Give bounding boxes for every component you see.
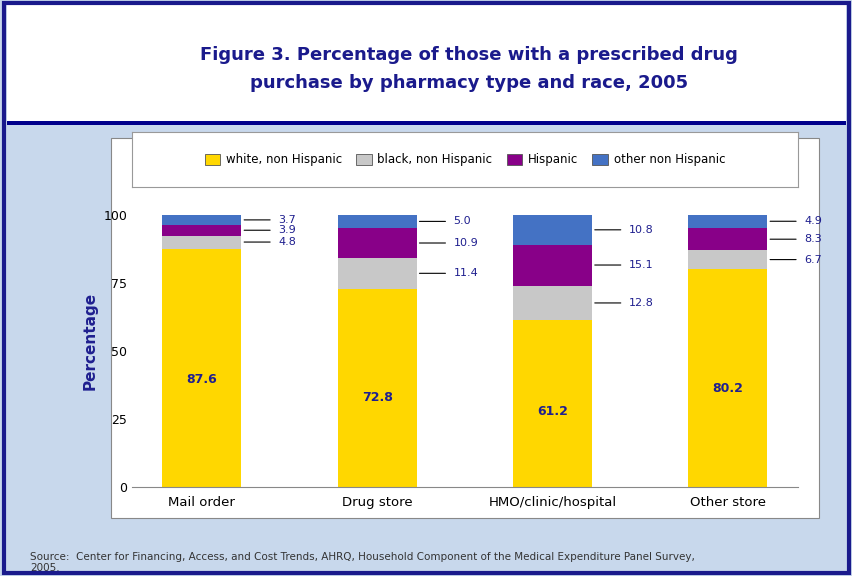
Text: 80.2: 80.2	[711, 382, 742, 395]
Text: 12.8: 12.8	[628, 298, 653, 308]
Bar	[688, 215, 767, 228]
Bar	[513, 320, 591, 487]
Text: purchase by pharmacy type and race, 2005: purchase by pharmacy type and race, 2005	[250, 74, 688, 92]
Text: 5.0: 5.0	[453, 217, 470, 226]
Bar	[337, 258, 416, 289]
Text: AHRQ: AHRQ	[89, 31, 138, 46]
Text: 11.4: 11.4	[453, 268, 478, 278]
Bar	[65, 9, 170, 115]
Bar	[162, 225, 241, 236]
Text: 72.8: 72.8	[361, 391, 392, 404]
Text: 8.3: 8.3	[803, 234, 821, 244]
Text: 15.1: 15.1	[628, 260, 653, 270]
Text: 3.9: 3.9	[278, 225, 296, 235]
Bar	[513, 244, 591, 286]
Bar	[688, 251, 767, 268]
Text: 61.2: 61.2	[537, 406, 567, 418]
Bar	[162, 215, 241, 225]
Text: 10.8: 10.8	[628, 225, 653, 235]
Text: 10.9: 10.9	[453, 238, 478, 248]
Text: 4.9: 4.9	[803, 216, 821, 226]
Bar	[688, 228, 767, 251]
Bar	[337, 228, 416, 258]
Text: Figure 3. Percentage of those with a prescribed drug: Figure 3. Percentage of those with a pre…	[200, 46, 737, 64]
Text: Source:  Center for Financing, Access, and Cost Trends, AHRQ, Household Componen: Source: Center for Financing, Access, an…	[30, 552, 694, 573]
Text: 6.7: 6.7	[803, 255, 821, 264]
Bar	[513, 215, 591, 244]
Bar	[162, 249, 241, 487]
Text: 3.7: 3.7	[278, 215, 296, 225]
Bar	[688, 268, 767, 487]
Bar	[337, 215, 416, 228]
Legend: white, non Hispanic, black, non Hispanic, Hispanic, other non Hispanic: white, non Hispanic, black, non Hispanic…	[199, 149, 729, 171]
Text: Advancing
Excellence in
Health Care: Advancing Excellence in Health Care	[90, 57, 137, 77]
Text: 4.8: 4.8	[278, 237, 296, 247]
Y-axis label: Percentage: Percentage	[83, 292, 98, 391]
Text: 87.6: 87.6	[187, 373, 217, 386]
Bar	[513, 286, 591, 320]
Bar	[162, 236, 241, 249]
Bar	[337, 289, 416, 487]
